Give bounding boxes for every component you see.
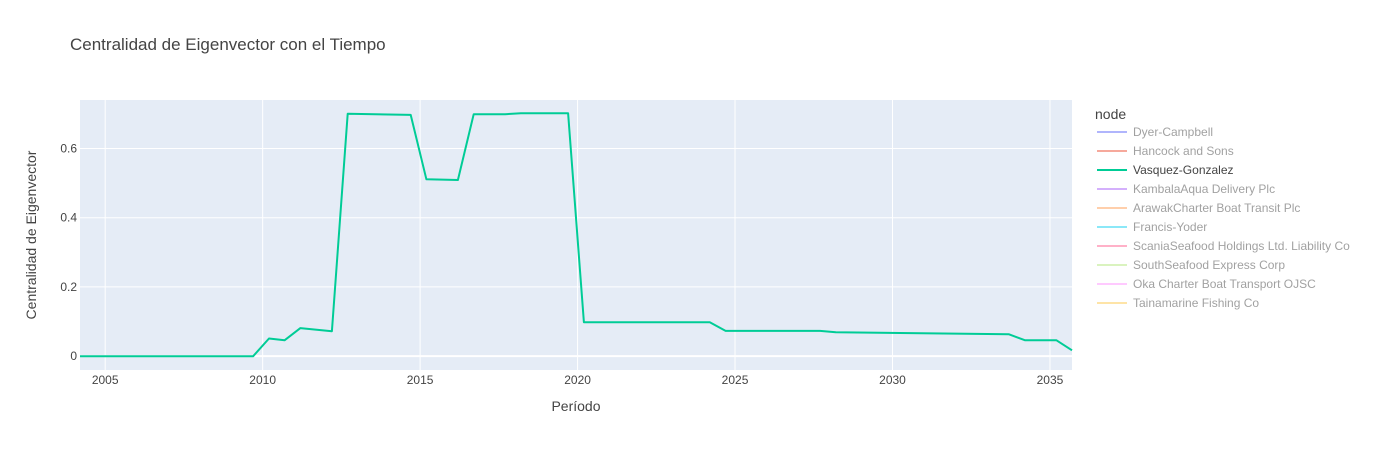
y-tick-label: 0 xyxy=(70,349,77,363)
legend-item[interactable]: SouthSeafood Express Corp xyxy=(1097,258,1285,272)
legend-label: ArawakCharter Boat Transit Plc xyxy=(1133,201,1300,215)
x-tick-label: 2025 xyxy=(722,373,749,387)
x-tick-label: 2035 xyxy=(1037,373,1064,387)
legend-item[interactable]: Tainamarine Fishing Co xyxy=(1097,296,1259,310)
legend-label: Francis-Yoder xyxy=(1133,220,1207,234)
y-tick-label: 0.2 xyxy=(60,280,77,294)
y-axis-title: Centralidad de Eigenvector xyxy=(23,150,39,319)
legend-label: Dyer-Campbell xyxy=(1133,125,1213,139)
plot-area xyxy=(80,100,1072,370)
gridlines xyxy=(80,100,1072,370)
x-axis-title: Período xyxy=(551,398,600,414)
legend-label: Hancock and Sons xyxy=(1133,144,1234,158)
x-tick-label: 2020 xyxy=(564,373,591,387)
chart-title: Centralidad de Eigenvector con el Tiempo xyxy=(70,35,386,54)
x-tick-label: 2010 xyxy=(249,373,276,387)
x-axis: 2005 2010 2015 2020 2025 2030 2035 xyxy=(92,373,1064,387)
y-axis: 0 0.2 0.4 0.6 xyxy=(60,141,77,363)
legend-item[interactable]: Hancock and Sons xyxy=(1097,144,1234,158)
legend-item[interactable]: ArawakCharter Boat Transit Plc xyxy=(1097,201,1300,215)
legend-item[interactable]: Francis-Yoder xyxy=(1097,220,1207,234)
legend-item[interactable]: KambalaAqua Delivery Plc xyxy=(1097,182,1275,196)
legend-label: KambalaAqua Delivery Plc xyxy=(1133,182,1275,196)
legend-title: node xyxy=(1095,106,1126,122)
legend-item[interactable]: Oka Charter Boat Transport OJSC xyxy=(1097,277,1316,291)
y-tick-label: 0.4 xyxy=(60,211,77,225)
x-tick-label: 2030 xyxy=(879,373,906,387)
x-tick-label: 2005 xyxy=(92,373,119,387)
legend-item[interactable]: ScaniaSeafood Holdings Ltd. Liability Co xyxy=(1097,239,1350,253)
y-tick-label: 0.6 xyxy=(60,141,77,155)
legend-label: ScaniaSeafood Holdings Ltd. Liability Co xyxy=(1133,239,1350,253)
legend-item[interactable]: Dyer-Campbell xyxy=(1097,125,1213,139)
legend-label: Vasquez-Gonzalez xyxy=(1133,163,1234,177)
series-line-vasquez-gonzalez xyxy=(80,112,1073,358)
legend-label: SouthSeafood Express Corp xyxy=(1133,258,1285,272)
legend-label: Oka Charter Boat Transport OJSC xyxy=(1133,277,1316,291)
legend-item[interactable]: Vasquez-Gonzalez xyxy=(1097,163,1234,177)
legend: node Dyer-Campbell Hancock and Sons Vasque… xyxy=(1095,106,1350,310)
series-layer xyxy=(80,112,1073,358)
legend-label: Tainamarine Fishing Co xyxy=(1133,296,1259,310)
x-tick-label: 2015 xyxy=(407,373,434,387)
